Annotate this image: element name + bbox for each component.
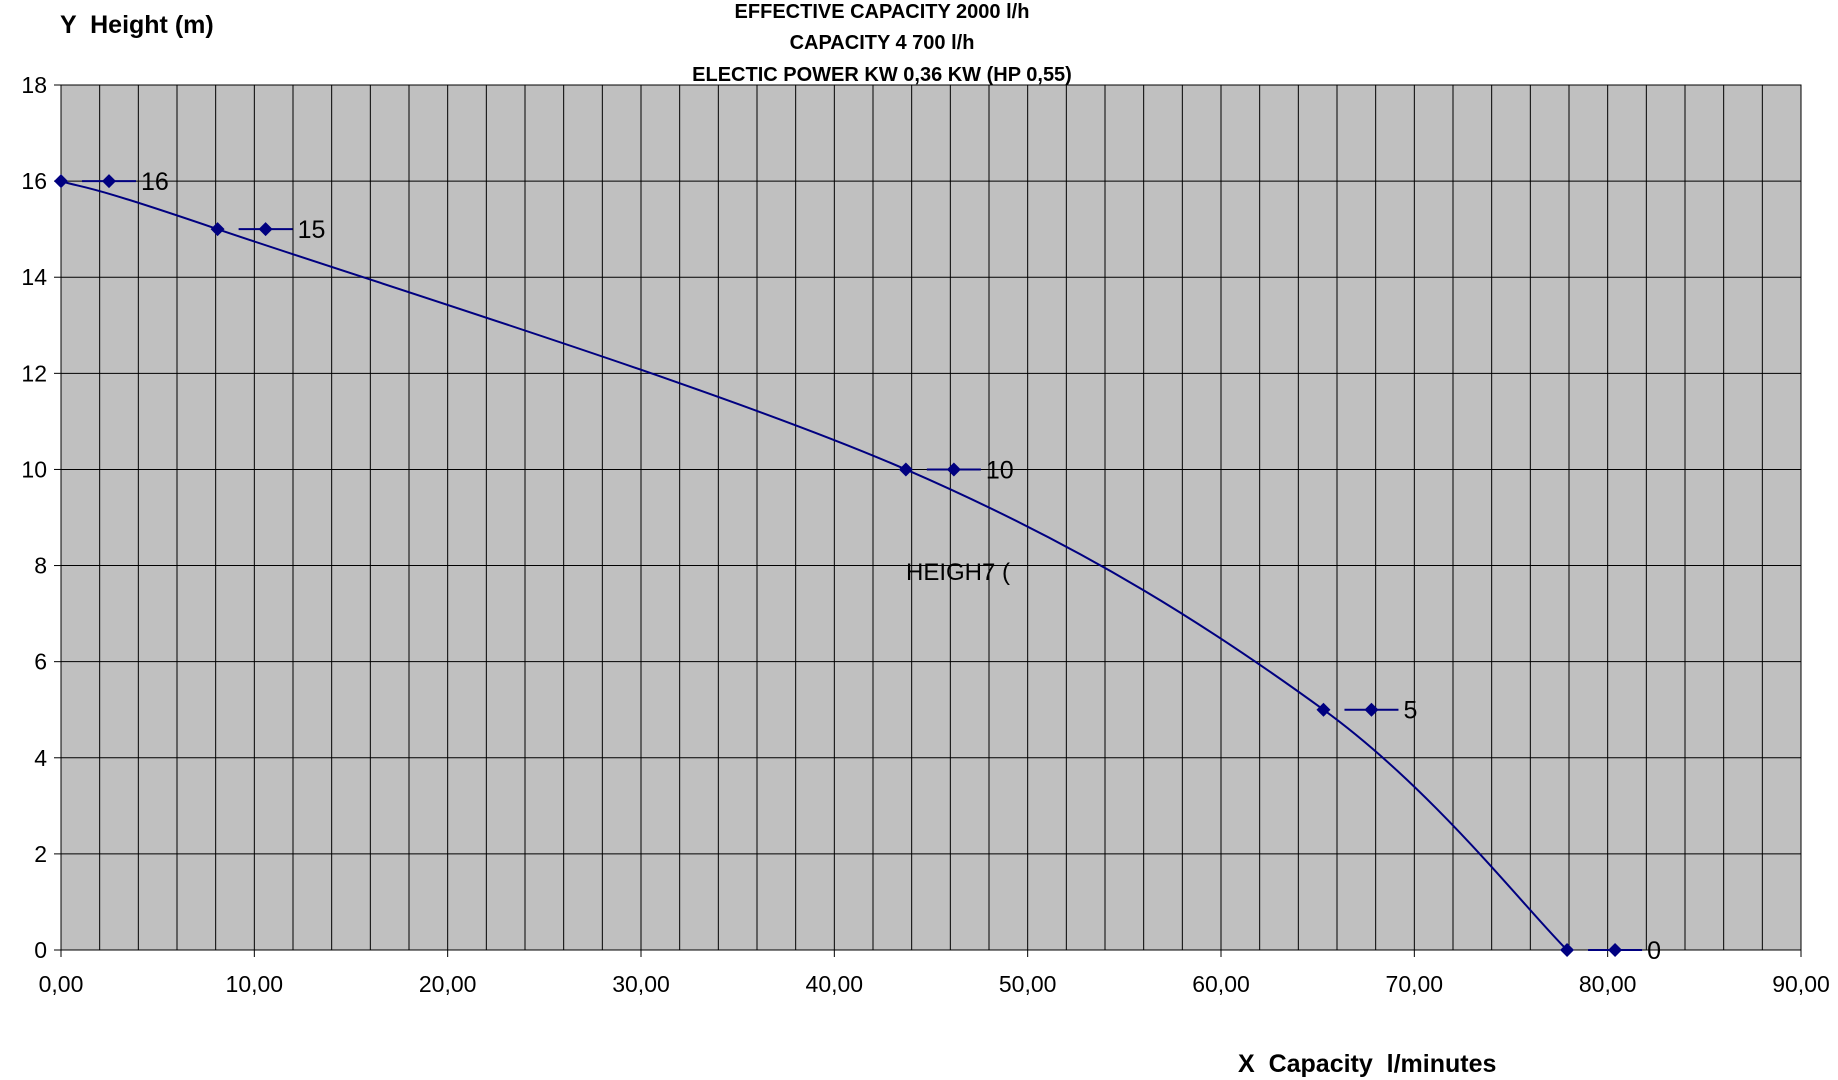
- chart-title-line-2: CAPACITY 4 700 l/h: [790, 32, 975, 54]
- y-tick-label: 14: [21, 264, 47, 290]
- legend-label: 16: [141, 168, 169, 196]
- legend-label: 15: [298, 216, 326, 244]
- data-point-marker: [1560, 943, 1575, 957]
- chart-title-line-3: ELECTIC POWER KW 0,36 KW (HP 0,55): [692, 64, 1072, 86]
- data-point-marker: [54, 174, 68, 189]
- y-tick-label: 4: [34, 745, 47, 771]
- x-tick-label: 50,00: [999, 971, 1057, 997]
- x-tick-label: 0,00: [39, 971, 84, 997]
- legend-marker: [1364, 702, 1379, 717]
- x-tick-label: 10,00: [226, 971, 284, 997]
- x-tick-label: 70,00: [1386, 971, 1444, 997]
- legend-marker: [1608, 943, 1623, 957]
- data-point-marker: [1316, 702, 1331, 717]
- legend-label: 5: [1403, 697, 1417, 725]
- plot-border: [60, 84, 1802, 951]
- y-tick-label: 12: [21, 360, 47, 386]
- x-axis-label: X Capacity l/minutes: [1238, 1050, 1496, 1078]
- chart-title-line-1: EFFECTIVE CAPACITY 2000 l/h: [735, 1, 1030, 23]
- y-tick-label: 18: [21, 72, 47, 98]
- y-tick-label: 2: [34, 841, 47, 867]
- y-tick-label: 0: [34, 937, 47, 963]
- x-tick-label: 90,00: [1772, 971, 1830, 997]
- series: [54, 174, 1575, 957]
- y-tick-label: 8: [34, 553, 47, 579]
- grid: [61, 85, 1801, 950]
- data-point-marker: [898, 462, 913, 477]
- plot-area: [61, 85, 1801, 950]
- curve-annotation: HEIGH7 (: [906, 559, 1010, 586]
- legend-marker: [946, 462, 961, 477]
- x-tick-label: 30,00: [612, 971, 670, 997]
- y-axis-label: Y Height (m): [60, 11, 214, 39]
- legend: 16 15 10 5 0: [82, 168, 1661, 965]
- legend-marker: [258, 222, 273, 237]
- x-tick-label: 60,00: [1192, 971, 1250, 997]
- x-tick-label: 20,00: [419, 971, 477, 997]
- legend-label: 0: [1647, 937, 1661, 965]
- y-tick-label: 10: [21, 456, 47, 482]
- legend-marker: [102, 174, 116, 189]
- data-point-marker: [210, 222, 225, 237]
- y-tick-label: 6: [34, 649, 47, 675]
- x-tick-label: 80,00: [1579, 971, 1637, 997]
- y-tick-label: 16: [21, 168, 47, 194]
- legend-label: 10: [986, 456, 1014, 484]
- x-tick-label: 40,00: [806, 971, 864, 997]
- axis-ticks: 0 2 4 6 8 10 12 14 16 18 0,00 10,00 20,00 30,00 40,00 5…: [21, 72, 1829, 997]
